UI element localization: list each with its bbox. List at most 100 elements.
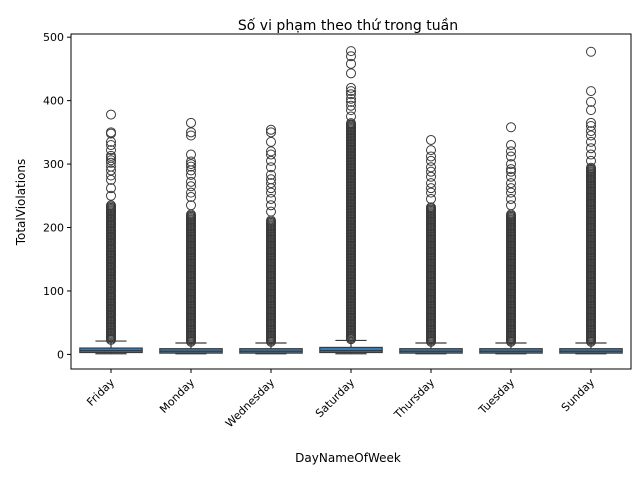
outlier-point — [346, 46, 356, 57]
outlier-point — [186, 169, 196, 180]
x-tick-label: Saturday — [313, 376, 358, 421]
outlier-point — [186, 159, 196, 170]
outlier-point — [186, 176, 196, 187]
outlier-point — [586, 86, 596, 97]
outlier-point — [106, 150, 116, 161]
outlier-point — [426, 134, 436, 145]
outlier-point — [186, 117, 196, 128]
outlier-point — [346, 93, 356, 104]
outlier-point — [346, 118, 356, 129]
outlier-point — [346, 96, 356, 107]
outlier-point — [266, 149, 276, 160]
outlier-point — [106, 127, 116, 138]
outlier-point — [506, 171, 516, 182]
outlier-point — [506, 122, 516, 133]
box-monday — [159, 117, 223, 355]
x-tick-label: Tuesday — [476, 376, 518, 418]
outlier-point — [586, 149, 596, 160]
x-tick-label: Monday — [157, 376, 197, 416]
outlier-band — [346, 118, 356, 345]
outlier-point — [426, 151, 436, 162]
outlier-point — [266, 187, 276, 198]
outlier-point — [186, 130, 196, 141]
outlier-point — [106, 109, 116, 120]
outlier-point — [106, 140, 116, 151]
outlier-point — [186, 200, 196, 211]
outlier-point — [186, 161, 196, 172]
outlier-point — [106, 183, 116, 194]
outlier-point — [506, 200, 516, 211]
outlier-point — [586, 126, 596, 137]
outlier-point — [506, 146, 516, 157]
outlier-point — [346, 82, 356, 93]
outlier-point — [266, 124, 276, 135]
outlier-band — [266, 215, 276, 347]
outlier-point — [586, 105, 596, 116]
outlier-point — [106, 155, 116, 166]
outlier-point — [186, 156, 196, 167]
x-tick-label: Sunday — [559, 376, 598, 415]
y-axis-label: TotalViolations — [14, 159, 28, 247]
outlier-point — [426, 187, 436, 198]
outlier-point — [426, 166, 436, 177]
outlier-point — [346, 111, 356, 122]
plot-area — [79, 46, 623, 355]
iqr-box — [319, 346, 383, 354]
outlier-point — [106, 190, 116, 201]
outlier-point — [186, 192, 196, 203]
outlier-point — [586, 155, 596, 166]
x-axis: Friday Monday Wednesday Saturday Thursday Tue… — [84, 369, 597, 430]
outlier-point — [586, 130, 596, 141]
outlier-point — [266, 193, 276, 204]
y-tick-label: 300 — [43, 158, 64, 171]
box-tuesday — [479, 122, 543, 355]
outlier-point — [586, 96, 596, 107]
outlier-point — [266, 206, 276, 217]
outlier-point — [266, 200, 276, 211]
outlier-point — [506, 187, 516, 198]
outlier-point — [506, 183, 516, 194]
outlier-point — [186, 149, 196, 160]
outlier-point — [266, 178, 276, 189]
outlier-point — [346, 51, 356, 62]
y-axis: 0 100 200 300 400 500 — [43, 31, 71, 361]
outlier-band — [426, 202, 436, 347]
x-tick-label: Thursday — [391, 376, 437, 422]
outlier-point — [106, 200, 116, 211]
y-tick-label: 400 — [43, 95, 64, 108]
outlier-point — [266, 169, 276, 180]
outlier-point — [266, 127, 276, 138]
outlier-point — [506, 166, 516, 177]
outlier-band — [106, 200, 116, 345]
y-tick-label: 100 — [43, 285, 64, 298]
box-sunday — [559, 46, 623, 355]
outlier-point — [186, 181, 196, 192]
outlier-point — [426, 202, 436, 213]
outlier-point — [586, 143, 596, 154]
outlier-point — [506, 178, 516, 189]
y-tick-label: 500 — [43, 31, 64, 44]
x-tick-label: Wednesday — [223, 376, 278, 431]
outlier-point — [506, 164, 516, 175]
outlier-point — [346, 86, 356, 97]
outlier-point — [426, 193, 436, 204]
outlier-point — [506, 140, 516, 151]
outlier-point — [426, 171, 436, 182]
outlier-point — [426, 183, 436, 194]
x-axis-label: DayNameOfWeek — [295, 451, 401, 465]
y-tick-label: 0 — [57, 348, 64, 361]
box-thursday — [399, 134, 463, 355]
outlier-point — [266, 155, 276, 166]
outlier-point — [346, 89, 356, 100]
outlier-point — [266, 162, 276, 173]
box-saturday — [319, 46, 383, 355]
outlier-point — [506, 193, 516, 204]
y-tick-label: 200 — [43, 222, 64, 235]
outlier-point — [106, 136, 116, 147]
outlier-point — [106, 145, 116, 156]
outlier-point — [186, 127, 196, 138]
outlier-point — [106, 174, 116, 185]
outlier-point — [586, 162, 596, 173]
outlier-band — [586, 162, 596, 347]
outlier-band — [186, 209, 196, 347]
